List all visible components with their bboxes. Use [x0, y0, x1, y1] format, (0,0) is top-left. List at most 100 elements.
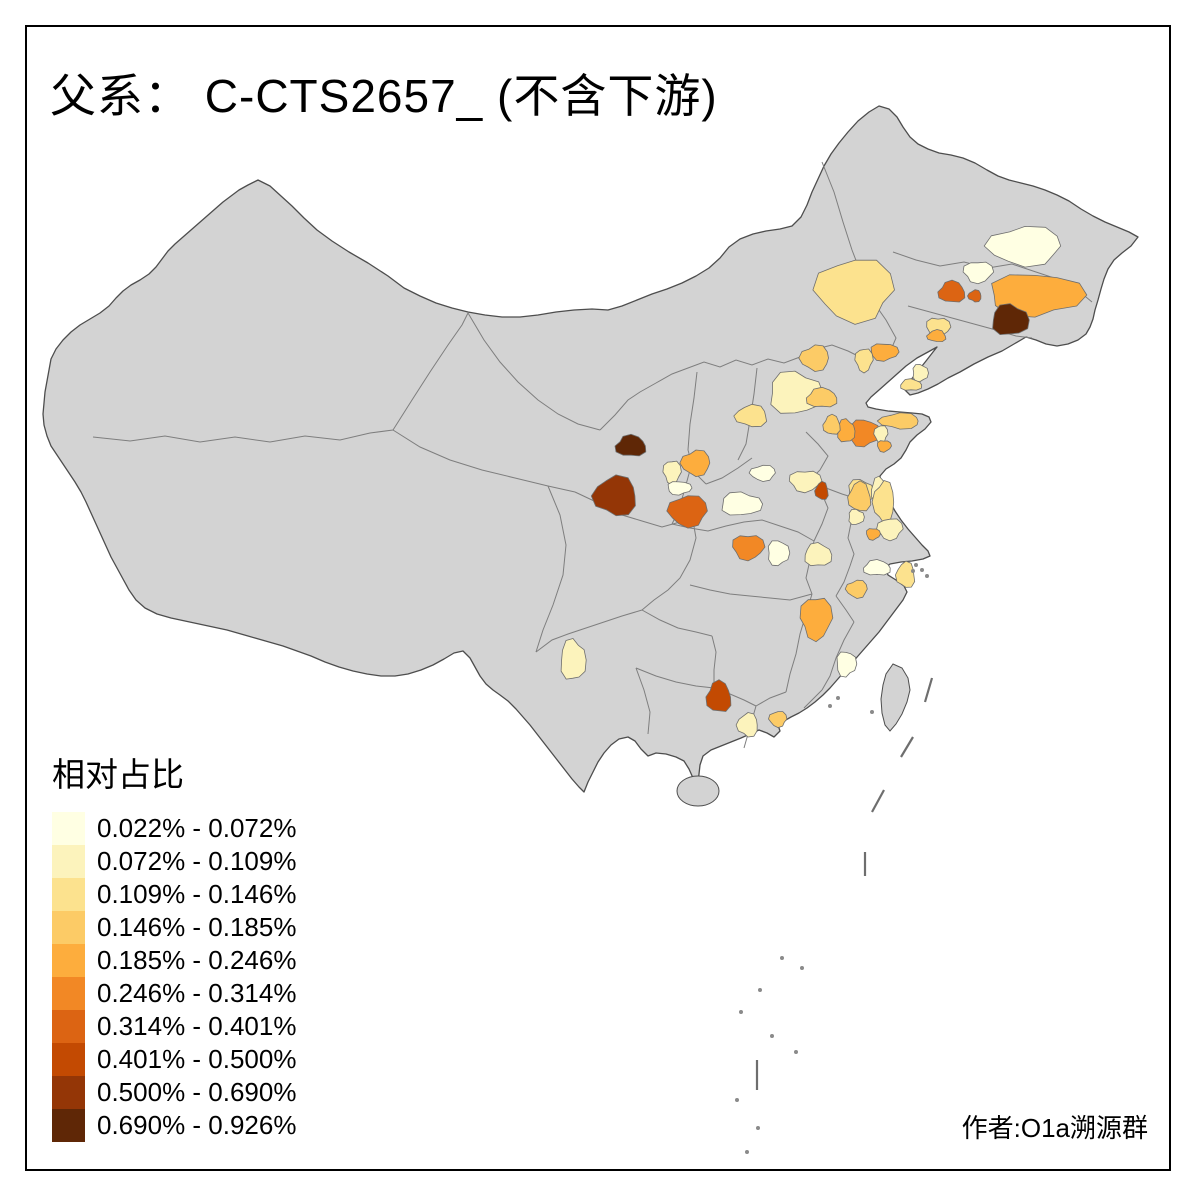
prefecture-region-tianjin [854, 348, 874, 374]
prefecture-region-jilin-band [991, 274, 1088, 318]
legend-swatch [52, 1109, 85, 1142]
prefecture-region-dalian [900, 378, 923, 391]
province-border [671, 519, 815, 542]
prefecture-region-guangzhou [768, 711, 788, 728]
prefecture-region-handan [733, 403, 767, 428]
prefecture-region-puyang [748, 464, 776, 482]
hainan-island [676, 775, 720, 807]
prefecture-region-beijing [798, 344, 829, 372]
legend-title: 相对占比 [52, 756, 184, 793]
small-island-dot [780, 956, 784, 960]
prefecture-region-taizhou-js [866, 528, 881, 541]
legend-range-label: 0.690% - 0.926% [97, 1110, 297, 1140]
sea-boundary-dash [923, 677, 934, 703]
prefecture-region-liaoyuan [967, 289, 982, 303]
legend-range-label: 0.401% - 0.500% [97, 1044, 297, 1074]
province-border [392, 312, 469, 431]
small-island-dot [914, 563, 918, 567]
prefecture-region-tonghua [992, 303, 1030, 336]
prefecture-region-sanming [836, 651, 858, 678]
legend-swatch [52, 878, 85, 911]
prefecture-region-harbin-west [962, 261, 995, 285]
small-island-dot [836, 696, 840, 700]
small-island-dot [794, 1050, 798, 1054]
legend-range-label: 0.109% - 0.146% [97, 879, 297, 909]
prefecture-region-suizhou [804, 542, 833, 567]
legend-row: 0.401% - 0.500% [52, 1043, 296, 1076]
province-border [535, 485, 567, 653]
legend-row: 0.690% - 0.926% [52, 1109, 296, 1142]
legend-range-label: 0.185% - 0.246% [97, 945, 297, 975]
prefecture-region-yantai-band [876, 412, 919, 430]
prefecture-region-jingmen [767, 540, 791, 567]
province-border [755, 691, 787, 707]
mainland-china-shape [42, 105, 1139, 793]
prefecture-region-jinhua [844, 579, 868, 599]
legend-swatch [52, 1010, 85, 1043]
small-island-dot [756, 1126, 760, 1130]
small-island-dot [911, 569, 915, 573]
legend-rows: 0.022% - 0.072% 0.072% - 0.109% 0.109% - 0… [52, 812, 296, 1142]
prefecture-region-shijiazhuang [805, 386, 838, 408]
small-island-dot [758, 988, 762, 992]
province-border [803, 689, 823, 709]
legend-row: 0.146% - 0.185% [52, 911, 296, 944]
prefecture-region-tianshui [590, 474, 636, 517]
province-border [711, 635, 717, 688]
legend-range-label: 0.500% - 0.690% [97, 1077, 297, 1107]
legend-swatch [52, 1043, 85, 1076]
legend-row: 0.185% - 0.246% [52, 944, 296, 977]
prefecture-region-wuzhou [705, 679, 732, 712]
legend-row: 0.246% - 0.314% [52, 977, 296, 1010]
prefecture-region-huludao [912, 364, 929, 383]
prefecture-region-huaian [847, 480, 872, 512]
province-border [907, 305, 1033, 339]
prefecture-region-liangshan [560, 638, 587, 680]
small-island-dot [828, 704, 832, 708]
small-island-dot [739, 1010, 743, 1014]
sea-boundary-dash [900, 736, 914, 758]
province-border [641, 514, 697, 611]
prefecture-region-xiangyang [732, 535, 766, 562]
small-island-dot [920, 568, 924, 572]
legend-swatch [52, 812, 85, 845]
province-border [821, 621, 855, 691]
small-island-dot [735, 1098, 739, 1102]
legend: 相对占比 0.022% - 0.072% 0.072% - 0.109% 0.109… [52, 748, 296, 1142]
province-border [535, 609, 643, 653]
province-border [641, 609, 713, 637]
province-border [835, 595, 855, 623]
legend-swatch [52, 944, 85, 977]
legend-row: 0.109% - 0.146% [52, 878, 296, 911]
legend-range-label: 0.022% - 0.072% [97, 813, 297, 843]
legend-swatch [52, 977, 85, 1010]
province-border [635, 667, 651, 735]
prefecture-region-tangshan [870, 343, 900, 362]
legend-swatch [52, 845, 85, 878]
prefecture-region-guanzhong-n [679, 449, 711, 478]
province-border [92, 429, 394, 443]
legend-row: 0.314% - 0.401% [52, 1010, 296, 1043]
map-title: 父系： C-CTS2657_ (不含下游) [50, 70, 718, 122]
small-island-dot [770, 1034, 774, 1038]
prefecture-region-anhui-patch [848, 508, 865, 525]
province-border [835, 565, 851, 597]
province-border [467, 312, 601, 431]
prefecture-region-shaoxing [895, 560, 916, 588]
prefecture-region-qingdao [877, 440, 892, 453]
legend-range-label: 0.072% - 0.109% [97, 846, 297, 876]
legend-range-label: 0.146% - 0.185% [97, 912, 297, 942]
province-border [689, 584, 813, 601]
small-island-dot [800, 966, 804, 970]
small-island-dot [745, 1150, 749, 1154]
taiwan-island [880, 663, 911, 732]
prefecture-region-tongliao [812, 259, 895, 325]
legend-row: 0.072% - 0.109% [52, 845, 296, 878]
legend-range-label: 0.246% - 0.314% [97, 978, 297, 1008]
province-border [635, 667, 715, 689]
prefecture-region-siping [937, 279, 966, 303]
prefecture-region-dingxi [614, 433, 647, 457]
province-border [813, 493, 829, 542]
